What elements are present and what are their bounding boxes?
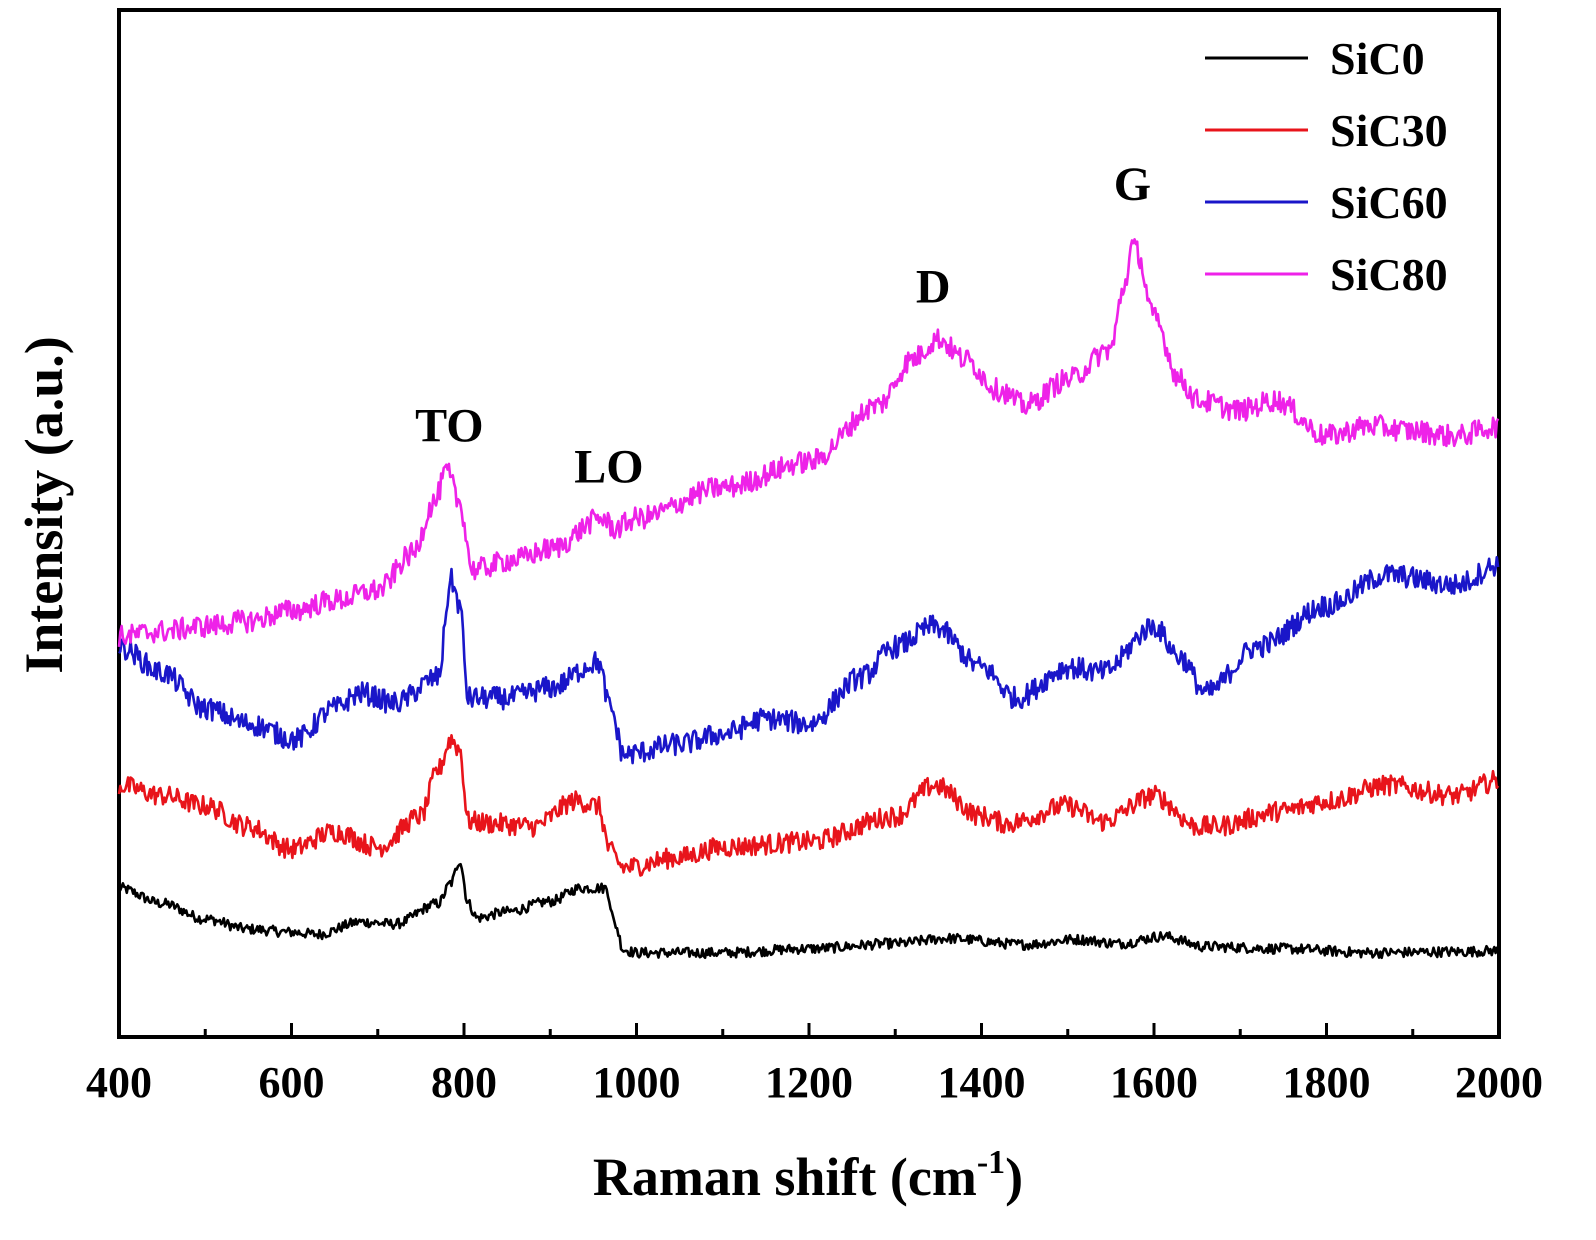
x-tick-label-1200: 1200: [765, 1058, 853, 1107]
x-axis-title: Raman shift (cm-1): [593, 1144, 1023, 1207]
peak-annotations: TO LO D G: [415, 158, 1151, 493]
x-tick-label-1600: 1600: [1110, 1058, 1198, 1107]
x-tick-label-1800: 1800: [1283, 1058, 1371, 1107]
plot-area: 400 600 800 1000 1200 1400 1600 1800 2000 TO LO D G: [86, 8, 1543, 1107]
x-axis-title-sup: -1: [977, 1144, 1005, 1181]
x-ticks: 400 600 800 1000 1200 1400 1600 1800 2000: [86, 1023, 1543, 1107]
legend-label-sic60: SiC60: [1330, 177, 1448, 228]
x-tick-label-1000: 1000: [593, 1058, 681, 1107]
x-tick-label-2000: 2000: [1455, 1058, 1543, 1107]
legend-label-sic80: SiC80: [1330, 249, 1448, 300]
x-tick-label-800: 800: [431, 1058, 497, 1107]
series-line-sic80: [117, 238, 1500, 648]
series-layer: [117, 238, 1500, 960]
peak-label-g: G: [1114, 158, 1151, 211]
series-line-sic0: [117, 862, 1499, 960]
peak-label-lo: LO: [574, 440, 643, 493]
y-axis-title: Intensity (a.u.): [14, 336, 74, 674]
legend: SiC0 SiC30 SiC60 SiC80: [1205, 33, 1448, 300]
series-line-sic30: [117, 734, 1500, 877]
x-axis-title-close: ): [1005, 1147, 1023, 1207]
plot-frame: [117, 8, 1501, 1039]
peak-label-d: D: [916, 261, 951, 314]
legend-label-sic30: SiC30: [1330, 105, 1448, 156]
x-tick-label-400: 400: [86, 1058, 152, 1107]
series-line-sic60: [117, 556, 1500, 765]
x-axis-title-main: Raman shift (cm: [593, 1147, 977, 1207]
peak-label-to: TO: [415, 399, 483, 452]
legend-label-sic0: SiC0: [1330, 33, 1425, 84]
x-tick-label-600: 600: [259, 1058, 325, 1107]
x-tick-label-1400: 1400: [938, 1058, 1026, 1107]
